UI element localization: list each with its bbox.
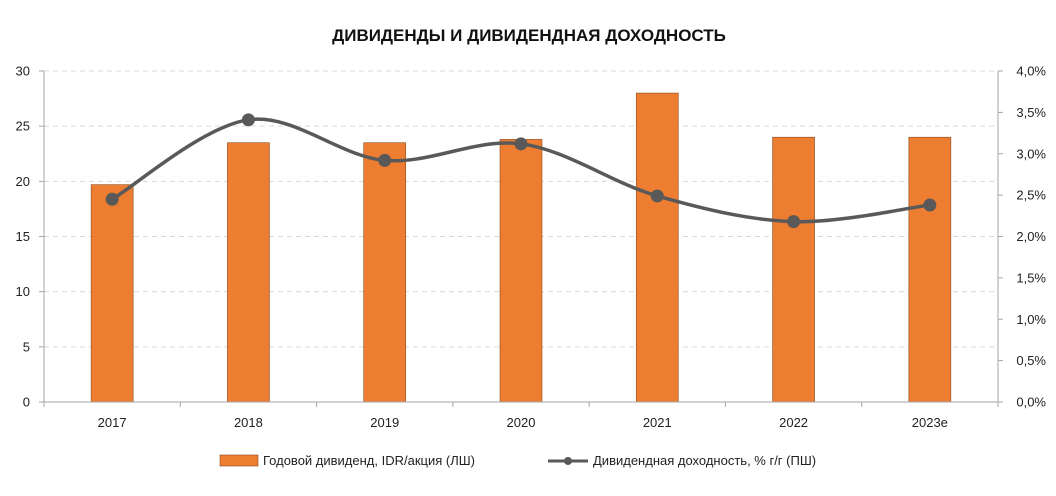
bar [363,142,407,403]
y-right-tick-label: 0,0% [1016,395,1046,410]
y-right-tick-label: 2,5% [1016,188,1046,203]
yield-point [923,198,937,212]
yield-point [378,153,392,167]
bar [90,184,134,403]
x-tick-label: 2023e [912,415,948,430]
bar-series [90,92,952,403]
yield-point [787,215,801,229]
bar [908,136,952,403]
y-left-tick-label: 25 [16,119,30,134]
y-right-tick-label: 4,0% [1016,64,1046,79]
yield-point [514,137,528,151]
x-tick-label: 2018 [234,415,263,430]
bar [772,136,815,403]
axes [39,70,1003,407]
y-right-tick-label: 3,5% [1016,105,1046,120]
legend-bar-label: Годовой дивиденд, IDR/акция (ЛШ) [263,453,475,468]
y-left-tick-label: 20 [16,174,30,189]
legend-bar-swatch [219,454,259,467]
legend: Годовой дивиденд, IDR/акция (ЛШ) Дивиден… [219,453,816,468]
yield-point [650,189,664,203]
y-right-tick-label: 2,0% [1016,229,1046,244]
y-left-tick-label: 15 [16,229,30,244]
y-right-tick-label: 0,5% [1016,353,1046,368]
legend-line-label: Дивидендная доходность, % г/г (ПШ) [593,453,816,468]
x-tick-label: 2021 [643,415,672,430]
y-left-tick-label: 30 [16,64,30,79]
bar [499,139,543,403]
legend-line-marker [564,457,572,465]
bar [227,142,270,403]
tick-labels: 0 5 10 15 20 25 30 0,0% 0,5% 1,0% 1,5% 2,0% 2,5% 3,0%… [16,64,1047,431]
line-series [105,113,937,229]
x-tick-label: 2020 [507,415,536,430]
y-left-tick-label: 10 [16,284,30,299]
bar [635,92,679,403]
y-right-tick-label: 1,0% [1016,312,1046,327]
yield-point [241,113,255,127]
x-tick-label: 2022 [779,415,808,430]
chart-title: ДИВИДЕНДЫ И ДИВИДЕНДНАЯ ДОХОДНОСТЬ [332,26,726,45]
yield-point [105,192,119,206]
x-tick-label: 2019 [370,415,399,430]
y-right-tick-label: 1,5% [1016,270,1046,285]
y-right-tick-label: 3,0% [1016,146,1046,161]
y-left-tick-label: 5 [23,339,30,354]
y-left-tick-label: 0 [23,395,30,410]
x-tick-label: 2017 [98,415,127,430]
